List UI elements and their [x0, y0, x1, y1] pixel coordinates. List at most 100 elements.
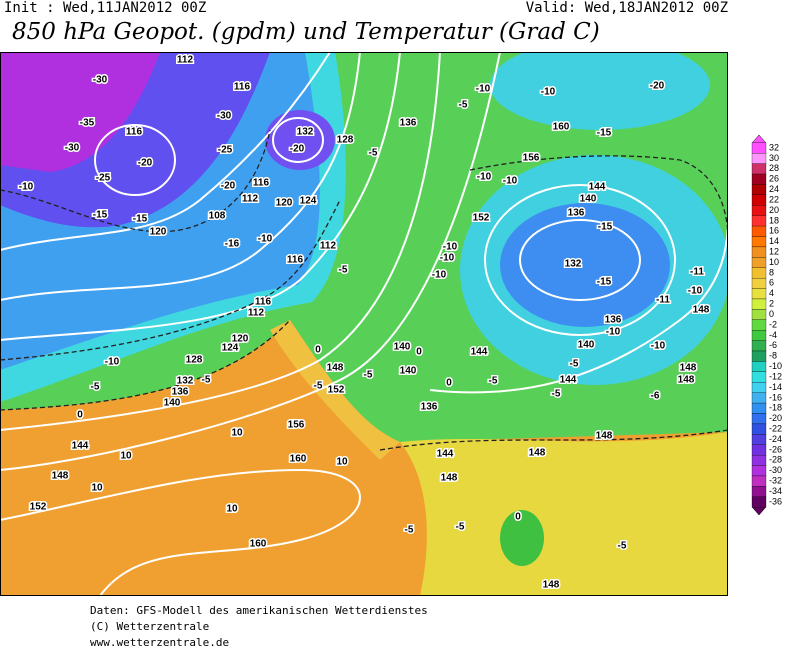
contour-label: 148: [678, 375, 695, 386]
colorbar-cell: [751, 205, 767, 216]
contour-label: 124: [300, 196, 317, 207]
warm-area: [400, 432, 728, 596]
colorbar-label: 12: [769, 246, 779, 256]
contour-label: 10: [120, 451, 132, 462]
colorbar-label: 0: [769, 309, 774, 319]
colorbar-cell: [751, 236, 767, 248]
contour-label: 10: [336, 457, 348, 468]
contour-label: 140: [400, 366, 417, 377]
contour-label: 144: [589, 182, 606, 193]
contour-label: 116: [253, 178, 270, 189]
contour-label: 0: [446, 378, 452, 389]
contour-label: -5: [364, 370, 373, 381]
colorbar-label: -4: [769, 330, 777, 340]
colorbar-label: -20: [769, 413, 782, 423]
colorbar-label: -26: [769, 444, 782, 454]
colorbar-label: -18: [769, 403, 782, 413]
contour-label: 0: [416, 347, 422, 358]
map-frame: [0, 52, 728, 596]
contour-label: -35: [80, 118, 95, 129]
colorbar-label: 4: [769, 288, 774, 298]
contour-label: 136: [605, 315, 622, 326]
cool-area: [500, 510, 544, 566]
contour-label: 0: [515, 512, 521, 523]
contour-label: -25: [96, 173, 111, 184]
colorbar-cell: [751, 194, 767, 206]
contour-label: 116: [234, 82, 251, 93]
contour-label: 140: [164, 398, 181, 409]
contour-label: 140: [394, 342, 411, 353]
contour-label: -11: [656, 295, 670, 306]
colorbar-cell: [751, 496, 767, 508]
contour-label: 152: [30, 502, 47, 513]
colorbar-arrow: [751, 134, 767, 144]
contour-label: 144: [72, 441, 89, 452]
contour-label: -10: [19, 182, 34, 193]
colorbar-label: 24: [769, 184, 779, 194]
contour: [484, 184, 676, 336]
colorbar-label: -28: [769, 455, 782, 465]
isotherm: [379, 429, 728, 451]
isotherm: [0, 199, 341, 361]
colorbar-label: -2: [769, 319, 777, 329]
contour-label: 148: [543, 580, 560, 591]
contour-label: -5: [202, 375, 211, 386]
contour-label: 140: [578, 340, 595, 351]
colorbar-cell: [751, 330, 767, 341]
contour-label: 10: [226, 504, 238, 515]
contour-label: 112: [177, 55, 194, 66]
colorbar-cell: [751, 465, 767, 477]
colorbar-cell: [751, 402, 767, 414]
contour-label: -15: [133, 214, 148, 225]
colorbar-cell: [751, 257, 767, 268]
contour-label: -5: [405, 525, 414, 536]
contour-label: -10: [258, 234, 273, 245]
contour-label: -15: [597, 277, 612, 288]
contour-label: 112: [248, 308, 265, 319]
contour-label: -5: [552, 389, 561, 400]
contour-label: -5: [314, 381, 323, 392]
colorbar-label: -30: [769, 465, 782, 475]
contour-label: 128: [337, 135, 354, 146]
contour-label: -15: [598, 222, 613, 233]
contour-label: 10: [231, 428, 243, 439]
contour-label: 0: [315, 345, 321, 356]
colorbar-cell: [751, 361, 767, 373]
colorbar-label: -24: [769, 434, 782, 444]
colorbar-label: -34: [769, 486, 782, 496]
colorbar-label: -10: [769, 361, 782, 371]
contour-label: 160: [250, 539, 267, 550]
contour-label: 120: [276, 198, 293, 209]
colorbar: 32302826242220181614121086420-2-4-6-8-10…: [751, 134, 782, 516]
colorbar-cell: [751, 184, 767, 196]
contour-label: 152: [328, 385, 345, 396]
warm-area: [270, 320, 400, 460]
contour-label: -10: [606, 327, 621, 338]
isotherm: [469, 155, 728, 241]
colorbar-cell: [751, 163, 767, 175]
contour-label: -5: [456, 522, 465, 533]
contour-label: 140: [580, 194, 597, 205]
contour-label: -15: [93, 210, 108, 221]
colorbar-cell: [751, 246, 767, 258]
cold-area: [500, 203, 670, 327]
contour-label: -11: [690, 267, 704, 278]
contour-label: -10: [105, 357, 120, 368]
cold-area: [0, 52, 160, 172]
contour-label: 148: [529, 448, 546, 459]
colorbar-label: -8: [769, 351, 777, 361]
contour-label: -30: [217, 111, 232, 122]
contour-label: -10: [443, 242, 458, 253]
colorbar-cell: [751, 486, 767, 497]
contour-label: -10: [651, 341, 666, 352]
footer-copyright: (C) Wetterzentrale: [90, 620, 209, 633]
contour-label: 132: [177, 376, 194, 387]
contour-label: 120: [232, 334, 249, 345]
contour: [94, 124, 176, 196]
init-time: Init : Wed,11JAN2012 00Z: [4, 0, 206, 16]
colorbar-cell: [751, 413, 767, 425]
cold-area: [490, 52, 710, 130]
colorbar-cell: [751, 340, 767, 352]
colorbar-cell: [751, 475, 767, 487]
